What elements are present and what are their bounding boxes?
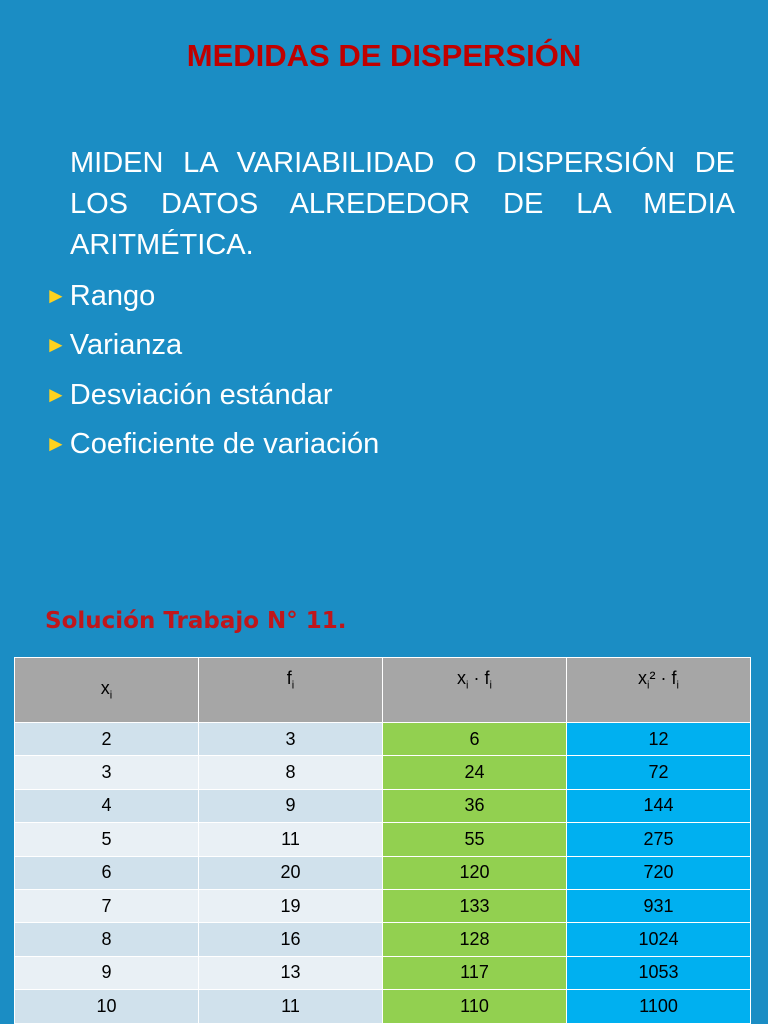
table-cell: 8	[14, 922, 199, 957]
table-cell: 72	[566, 755, 751, 790]
table-cell: 120	[382, 855, 567, 890]
table-cell: 3	[14, 755, 199, 790]
table-cell: 5	[14, 822, 199, 857]
header-subscript: i	[466, 679, 469, 692]
table-cell: 8	[198, 755, 383, 790]
table-cell: 2	[14, 721, 199, 757]
table-row: 7 19 133 931	[14, 888, 751, 924]
table-cell: 12	[566, 721, 751, 757]
header-text: f	[286, 668, 292, 688]
table-row: 3 8 24 72	[14, 755, 751, 790]
table-cell: 16	[198, 922, 383, 957]
bullet-text: Rango	[69, 280, 156, 312]
bullet-arrow: ►	[45, 283, 67, 308]
table-cell: 9	[14, 955, 199, 991]
table-row: 6 20 120 720	[14, 855, 751, 890]
intro: MIDEN LA VARIABILIDAD O DISPERSIÓN DE LO…	[70, 147, 735, 261]
table-cell: 7	[14, 888, 199, 924]
title: MEDIDAS DE DISPERSIÓN	[186, 38, 582, 73]
bullet: ► Varianza	[45, 325, 379, 374]
bullet-arrow: ►	[45, 381, 67, 407]
table-row: 5 11 55 275	[14, 822, 751, 857]
table-row: 8 16 128 1024	[14, 922, 751, 957]
table-cell: 1100	[566, 989, 751, 1024]
table-cell: 24	[382, 755, 567, 790]
bullet-text: Desviación estándar	[69, 378, 333, 411]
table-cell: 133	[382, 888, 567, 924]
table-cell: 144	[566, 788, 751, 824]
bullet-list: ► Rango ► Varianza ► Desviación estándar ► Coef…	[45, 276, 379, 473]
table-row: 4 9 36 144	[14, 788, 751, 824]
table-cell: 19	[198, 888, 383, 924]
table-cell: 20	[198, 855, 383, 890]
header-subscript: i	[676, 679, 679, 692]
header-text: ² · f	[649, 668, 677, 688]
header-text: x	[100, 678, 110, 699]
header-subscript: i	[489, 679, 492, 692]
table-cell: 36	[382, 788, 567, 824]
bullet: ► Coeficiente de variación	[45, 424, 379, 473]
subtitle: Solución Trabajo N° 11.	[45, 608, 347, 634]
table-cell: 6	[382, 721, 567, 757]
table-cell: 13	[198, 955, 383, 991]
table-row: 2 3 6 12	[14, 721, 751, 757]
table-cell: 55	[382, 822, 567, 857]
header-text: x	[638, 668, 648, 688]
table-row: 10 11 110 1100	[14, 989, 751, 1024]
table-cell: 6	[14, 855, 199, 890]
table-cell: 931	[566, 888, 751, 924]
table-cell: 720	[566, 855, 751, 890]
bullet-arrow: ►	[45, 332, 67, 358]
table-cell: 10	[14, 989, 199, 1024]
header-cell: xi · fi	[382, 657, 567, 723]
table-cell: 117	[382, 955, 567, 991]
table-cell: 1024	[566, 922, 751, 957]
header-text: x	[457, 668, 467, 688]
header-cell: xi² · fi	[566, 657, 751, 723]
table-cell: 1053	[566, 955, 751, 991]
header-subscript: i	[291, 679, 295, 692]
table-cell: 11	[198, 822, 383, 857]
table-cell: 4	[14, 788, 199, 824]
table-cell: 110	[382, 989, 567, 1024]
header-cell: xi	[14, 657, 199, 723]
header-subscript: i	[647, 679, 650, 692]
header-cell: fi	[198, 657, 383, 723]
bullet-text: Varianza	[69, 329, 183, 362]
header-text: · f	[468, 668, 490, 688]
bullet-arrow: ►	[45, 430, 67, 456]
table-row: 9 13 117 1053	[14, 955, 751, 991]
bullet: ► Rango	[45, 276, 379, 325]
table-cell: 275	[566, 822, 751, 857]
table: xi fi xi · fi xi² · fi 2 3 6 12 3 8 24 72 4 9 36 144 5 11…	[14, 657, 751, 1024]
table-cell: 128	[382, 922, 567, 957]
header-subscript: i	[109, 689, 113, 702]
table-cell: 3	[198, 721, 383, 757]
bullet-text: Coeficiente de variación	[69, 427, 380, 460]
bullet: ► Desviación estándar	[45, 375, 379, 424]
table-cell: 9	[198, 788, 383, 824]
table-cell: 11	[198, 989, 383, 1024]
